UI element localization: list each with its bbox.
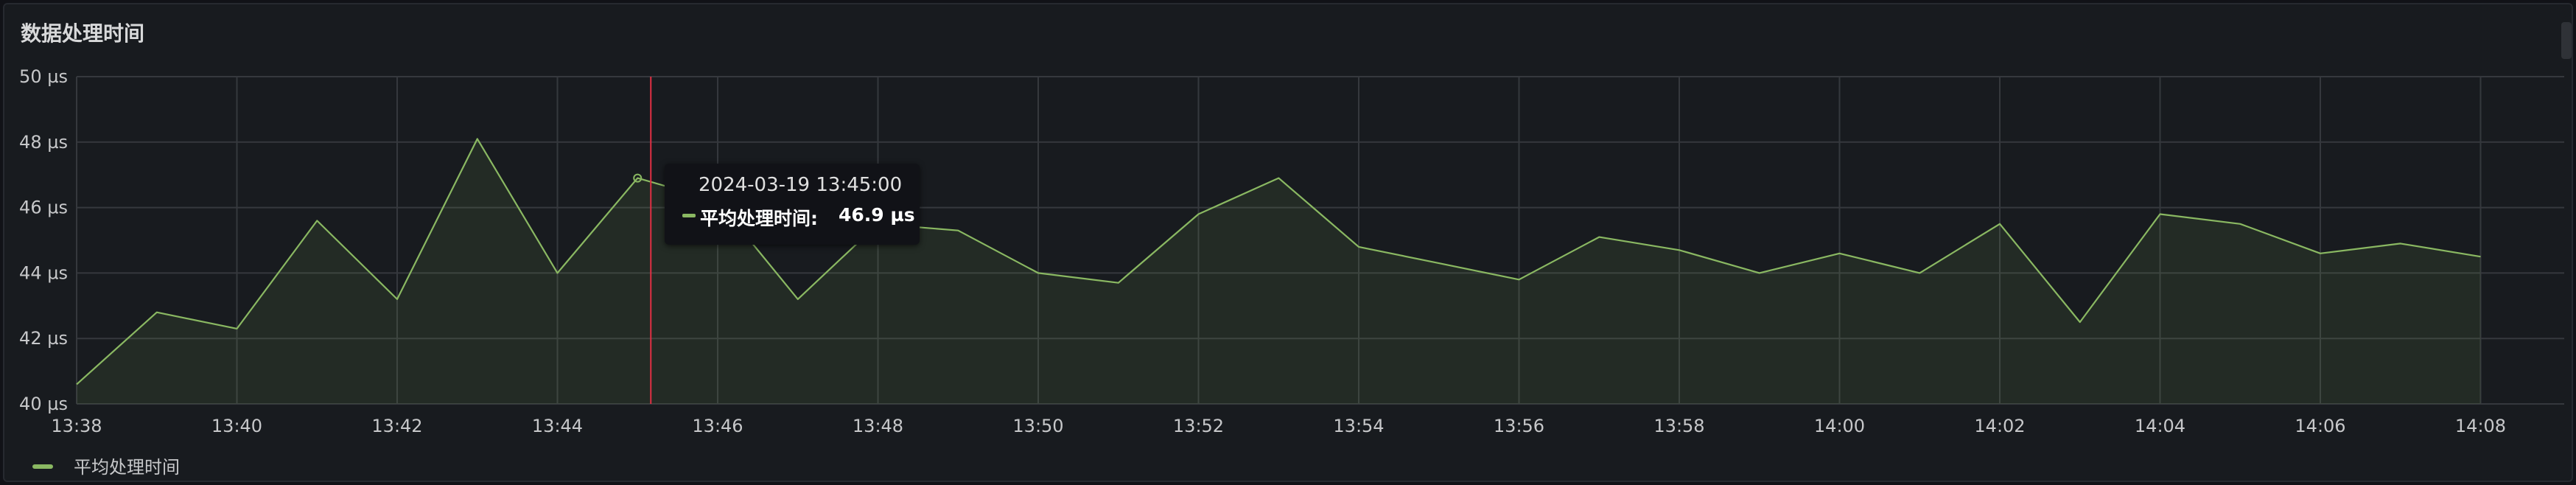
chart-panel: 数据处理时间 bbox=[3, 3, 2573, 482]
x-tick-label: 13:58 bbox=[1653, 416, 1704, 436]
tooltip-series-swatch bbox=[682, 214, 696, 217]
grid bbox=[76, 76, 2564, 405]
x-tick-label: 13:46 bbox=[692, 416, 743, 436]
x-tick-label: 13:48 bbox=[853, 416, 903, 436]
x-tick-label: 13:42 bbox=[371, 416, 422, 436]
panel-scrollbar[interactable] bbox=[2561, 22, 2572, 59]
y-tick-label: 40 µs bbox=[19, 394, 68, 414]
panel-title: 数据处理时间 bbox=[21, 21, 145, 46]
y-axis: 40 µs 42 µs 44 µs 46 µs 48 µs 50 µs bbox=[19, 66, 68, 414]
tooltip-value: 46.9 µs bbox=[839, 204, 915, 226]
y-tick-label: 46 µs bbox=[19, 198, 68, 218]
x-tick-label: 13:56 bbox=[1494, 416, 1544, 436]
x-tick-label: 14:04 bbox=[2135, 416, 2185, 436]
x-tick-label: 13:54 bbox=[1333, 416, 1384, 436]
y-tick-label: 42 µs bbox=[19, 328, 68, 349]
series-line-layer bbox=[76, 138, 2481, 385]
crosshair-layer bbox=[633, 77, 652, 404]
x-tick-label: 14:02 bbox=[1974, 416, 2025, 436]
legend-item[interactable]: 平均处理时间 bbox=[74, 457, 180, 478]
x-axis: 13:38 13:40 13:42 13:44 13:46 13:48 13:50 13:52… bbox=[51, 416, 2506, 436]
y-tick-label: 44 µs bbox=[19, 262, 68, 283]
x-tick-label: 13:40 bbox=[211, 416, 262, 436]
x-tick-label: 14:08 bbox=[2455, 416, 2506, 436]
tooltip-time: 2024-03-19 13:45:00 bbox=[699, 174, 903, 196]
tooltip-series-name: 平均处理时间: bbox=[700, 208, 818, 229]
y-tick-label: 50 µs bbox=[19, 66, 68, 87]
x-tick-label: 13:50 bbox=[1012, 416, 1063, 436]
tooltip: 2024-03-19 13:45:00 平均处理时间: 46.9 µs bbox=[665, 164, 920, 245]
x-tick-label: 13:52 bbox=[1173, 416, 1224, 436]
x-tick-label: 14:06 bbox=[2295, 416, 2345, 436]
hover-point bbox=[633, 173, 643, 183]
legend-swatch bbox=[32, 464, 53, 469]
x-tick-label: 13:38 bbox=[51, 416, 102, 436]
series-line bbox=[76, 138, 2481, 385]
x-tick-label: 13:44 bbox=[532, 416, 583, 436]
x-tick-label: 14:00 bbox=[1814, 416, 1865, 436]
y-tick-label: 48 µs bbox=[19, 132, 68, 153]
